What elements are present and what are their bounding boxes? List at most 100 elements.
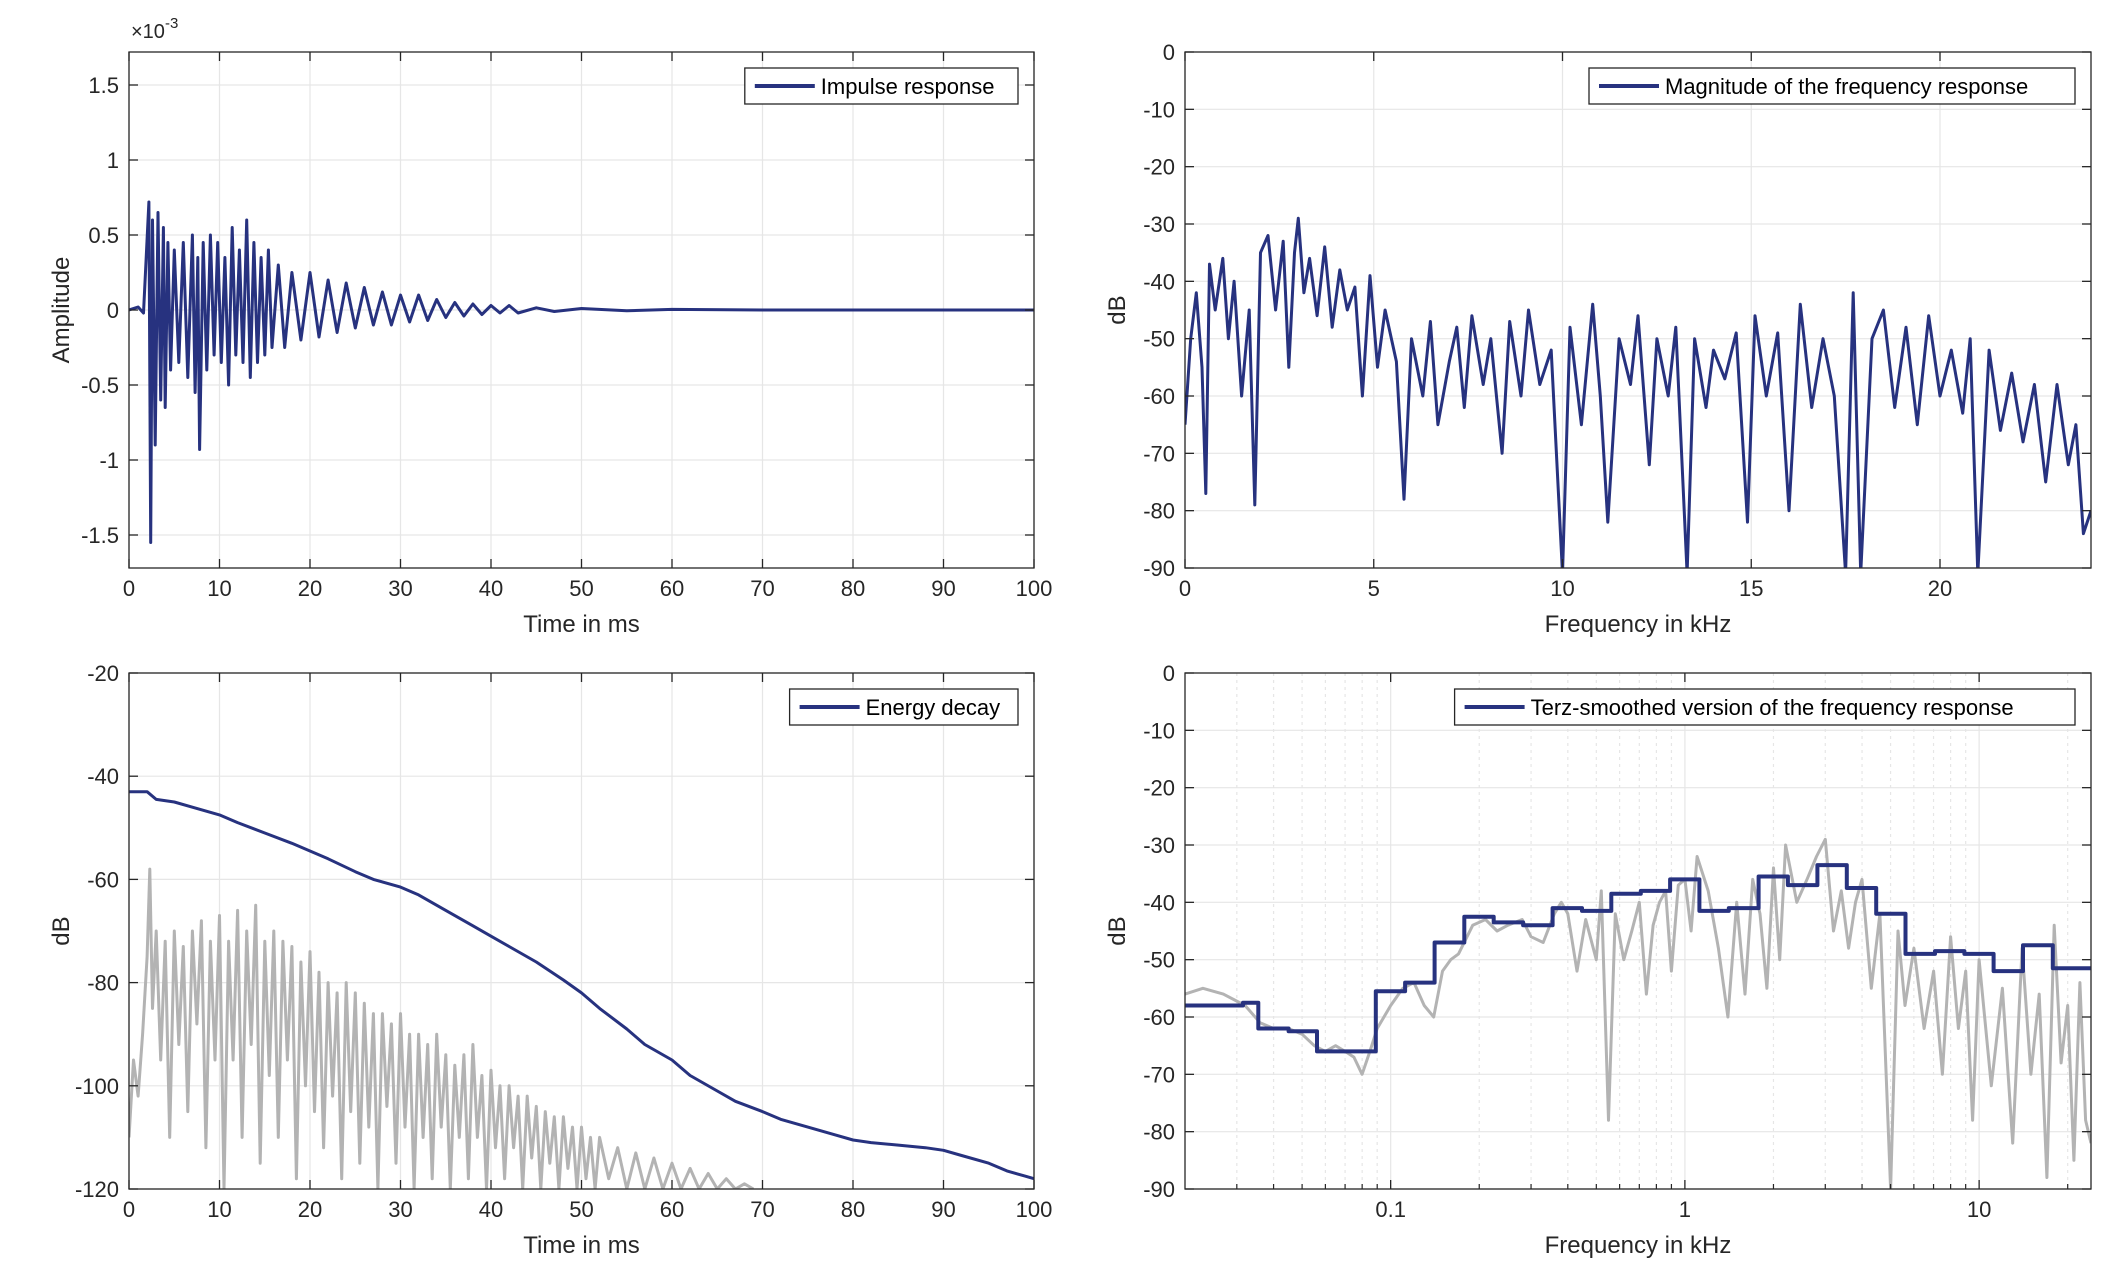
y-tick-label: -80 — [1143, 1120, 1175, 1145]
y-tick-label: -50 — [1143, 948, 1175, 973]
plot-area — [1185, 52, 2091, 568]
y-axis-label: Amplitude — [48, 257, 75, 364]
legend-label: Impulse response — [821, 74, 995, 99]
y-tick-label: -80 — [1143, 499, 1175, 524]
background-series-line — [1185, 837, 2091, 1189]
x-tick-label: 50 — [569, 1197, 593, 1222]
axis-exponent-power: -3 — [165, 15, 178, 32]
x-tick-label: 30 — [388, 1197, 412, 1222]
legend: Terz-smoothed version of the frequency r… — [1453, 688, 2076, 726]
y-tick-label: -60 — [1143, 1005, 1175, 1030]
y-axis-label: dB — [1104, 295, 1131, 324]
y-tick-label: -50 — [1143, 327, 1175, 352]
y-tick-label: 0.5 — [88, 223, 119, 248]
x-tick-label: 0 — [1179, 576, 1191, 601]
x-tick-label: 10 — [1967, 1197, 1991, 1222]
x-tick-label: 80 — [841, 576, 865, 601]
x-tick-label: 30 — [388, 576, 412, 601]
axes-frame — [1184, 672, 2092, 1190]
primary-series-line — [129, 790, 1034, 1181]
x-tick-label: 10 — [207, 1197, 231, 1222]
x-tick-label: 90 — [931, 576, 955, 601]
y-tick-label: 1 — [107, 148, 119, 173]
y-tick-label: -80 — [87, 971, 119, 996]
x-tick-label: 0.1 — [1375, 1197, 1406, 1222]
y-tick-label: -10 — [1143, 718, 1175, 743]
x-tick-label: 20 — [1928, 576, 1952, 601]
y-tick-label: 0 — [1163, 661, 1175, 686]
legend: Impulse response — [744, 67, 1019, 105]
x-axis-label: Frequency in kHz — [1545, 611, 1732, 638]
y-tick-label: -10 — [1143, 97, 1175, 122]
y-tick-label: -90 — [1143, 1177, 1175, 1202]
x-tick-label: 80 — [841, 1197, 865, 1222]
x-tick-label: 90 — [931, 1197, 955, 1222]
y-tick-label: -1.5 — [81, 523, 119, 548]
series-group — [129, 790, 1034, 1189]
primary-series-line — [129, 200, 1034, 544]
frequency-magnitude-chart: 0 5 10 15 20 0 -10 -20 -30 -40 -50 -60 -70 -80 -90 Freq… — [1104, 40, 2092, 638]
x-tick-label: 100 — [1016, 576, 1053, 601]
x-tick-label: 70 — [750, 1197, 774, 1222]
y-tick-label: -40 — [87, 764, 119, 789]
x-axis-label: Frequency in kHz — [1545, 1232, 1732, 1259]
legend-box — [1453, 688, 2076, 726]
y-tick-label: -20 — [1143, 155, 1175, 180]
x-tick-label: 40 — [479, 576, 503, 601]
plot-area — [1185, 673, 2091, 1189]
x-tick-label: 50 — [569, 576, 593, 601]
legend: Energy decay — [788, 688, 1019, 726]
x-tick-label: 0 — [123, 576, 135, 601]
x-tick-label: 20 — [298, 576, 322, 601]
series-group — [129, 200, 1034, 544]
y-tick-label: -30 — [1143, 833, 1175, 858]
y-tick-label: 1.5 — [88, 73, 119, 98]
x-tick-label: 5 — [1368, 576, 1380, 601]
y-tick-label: -20 — [1143, 776, 1175, 801]
x-axis-label: Time in ms — [523, 611, 639, 638]
y-tick-label: -100 — [75, 1074, 119, 1099]
x-tick-label: 100 — [1016, 1197, 1053, 1222]
axis-exponent-label: ×10 — [131, 21, 165, 43]
y-tick-label: -70 — [1143, 1062, 1175, 1087]
impulse-response-chart: 0 10 20 30 40 50 60 70 80 90 100 1.5 1 0.5 0 -0.5 -1 -1.5… — [48, 15, 1052, 638]
y-tick-label: -0.5 — [81, 373, 119, 398]
y-tick-label: -40 — [1143, 890, 1175, 915]
x-tick-label: 60 — [660, 576, 684, 601]
terz-smoothed-chart: 0.1 1 10 0 -10 -20 -30 -40 -50 -60 -70 -80 -90 Freque… — [1104, 661, 2092, 1259]
y-tick-label: -30 — [1143, 212, 1175, 237]
y-tick-label: -60 — [1143, 384, 1175, 409]
x-tick-label: 40 — [479, 1197, 503, 1222]
y-tick-label: -40 — [1143, 269, 1175, 294]
axes-frame — [1184, 51, 2092, 569]
y-axis-label: dB — [48, 916, 75, 945]
y-tick-label: -60 — [87, 867, 119, 892]
legend: Magnitude of the frequency response — [1588, 67, 2076, 105]
y-tick-label: -20 — [87, 661, 119, 686]
series-group — [1185, 216, 2091, 568]
y-tick-label: 0 — [107, 298, 119, 323]
energy-decay-chart: 0 10 20 30 40 50 60 70 80 90 100 -20 -40 -60 -80 -100 -1… — [48, 661, 1052, 1259]
y-tick-label: -70 — [1143, 441, 1175, 466]
series-group — [1185, 837, 2091, 1189]
y-tick-label: -90 — [1143, 556, 1175, 581]
x-tick-label: 10 — [207, 576, 231, 601]
x-tick-label: 1 — [1679, 1197, 1691, 1222]
legend-label: Energy decay — [866, 695, 1001, 720]
legend-box — [1588, 67, 2076, 105]
legend-label: Terz-smoothed version of the frequency r… — [1531, 695, 2014, 720]
primary-series-line — [1185, 863, 2091, 1054]
x-tick-label: 70 — [750, 576, 774, 601]
x-tick-label: 0 — [123, 1197, 135, 1222]
x-axis-label: Time in ms — [523, 1232, 639, 1259]
x-tick-label: 15 — [1739, 576, 1763, 601]
y-axis-label: dB — [1104, 916, 1131, 945]
x-tick-label: 20 — [298, 1197, 322, 1222]
x-tick-label: 60 — [660, 1197, 684, 1222]
y-tick-label: -1 — [99, 448, 119, 473]
x-tick-label: 10 — [1550, 576, 1574, 601]
background-series-line — [129, 867, 755, 1189]
y-tick-label: -120 — [75, 1177, 119, 1202]
legend-label: Magnitude of the frequency response — [1665, 74, 2028, 99]
